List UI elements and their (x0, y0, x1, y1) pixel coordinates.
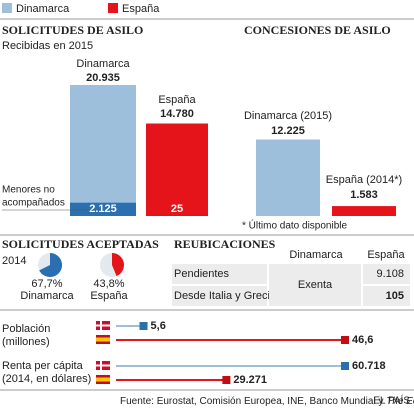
value-label: 29.271 (233, 374, 267, 386)
bar (146, 123, 208, 216)
column-header: Dinamarca (289, 249, 343, 261)
value-label: 1.583 (350, 189, 378, 201)
category-label: Dinamarca (2015) (244, 110, 332, 122)
section-title: SOLICITUDES DE ASILO (2, 23, 143, 37)
minor-label: Menores no (2, 185, 55, 196)
note: * Último dato disponible (242, 219, 347, 232)
legend-swatch (2, 3, 12, 13)
row-label: Renta per cápita (2, 360, 84, 372)
pie-slice (39, 253, 62, 278)
bar (256, 139, 320, 216)
marker (341, 362, 349, 370)
marker (222, 376, 231, 384)
category-label: Dinamarca (76, 58, 130, 70)
row-label: Desde Italia y Grecia (174, 290, 277, 302)
section-title: CONCESIONES DE ASILO (244, 23, 391, 37)
cell: 9.108 (376, 268, 404, 280)
minor-label: acompañados (2, 198, 65, 209)
category-label: España (2014*) (326, 174, 402, 186)
minor-value-label: 2.125 (89, 203, 117, 215)
minor-value-label: 25 (171, 203, 183, 215)
source: Fuente: Eurostat, Comisión Europea, INE,… (120, 396, 414, 407)
category-label: España (158, 94, 196, 106)
bar (332, 206, 396, 216)
pie-value: 43,8% (93, 278, 124, 290)
row-label: Pendientes (174, 268, 230, 280)
pie-label: España (90, 290, 128, 302)
minor-bar (70, 202, 136, 216)
merged-cell (269, 264, 361, 306)
section-title: SOLICITUDES ACEPTADAS (2, 237, 159, 251)
legend-swatch (108, 3, 118, 13)
subtitle: Recibidas en 2015 (2, 40, 93, 52)
pie-value: 67,7% (31, 278, 62, 290)
section-title: REUBICACIONES (174, 237, 276, 251)
legend-label: Dinamarca (16, 3, 70, 15)
row-label: Población (2, 323, 50, 335)
value-label: 20.935 (86, 72, 120, 84)
row-label: (millones) (2, 336, 50, 348)
value-label: 12.225 (271, 125, 305, 137)
marker (341, 336, 349, 344)
flags (96, 321, 110, 384)
marker (139, 322, 148, 330)
pie-slice (112, 253, 125, 277)
value-label: 46,6 (352, 334, 373, 346)
cell: Exenta (298, 279, 333, 291)
bar (70, 85, 136, 216)
value-label: 14.780 (160, 108, 194, 120)
value-label: 60.718 (352, 360, 386, 372)
cell: 105 (386, 290, 404, 302)
column-header: España (367, 249, 405, 261)
row-label: (2014, en dólares) (2, 373, 91, 385)
legend-label: España (122, 3, 160, 15)
brand: EL PAÍS (373, 394, 410, 407)
subtitle: 2014 (2, 255, 26, 267)
pie-label: Dinamarca (20, 290, 74, 302)
value-label: 5,6 (151, 320, 166, 332)
